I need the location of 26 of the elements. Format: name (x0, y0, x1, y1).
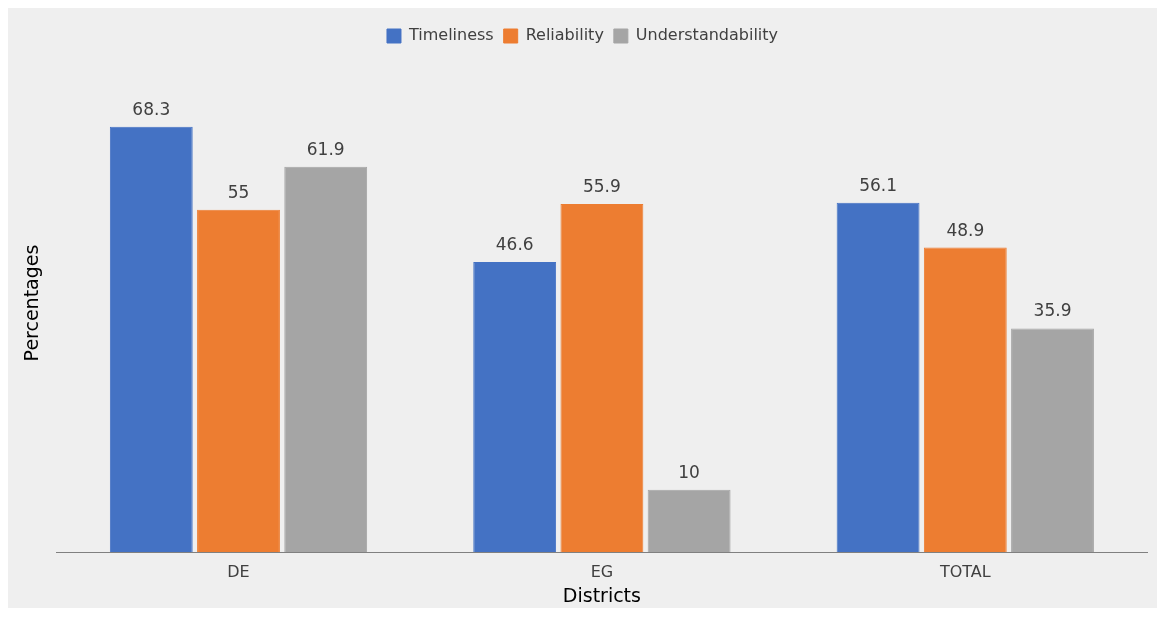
bar (473, 261, 557, 552)
y-axis-title: Percentages (20, 244, 43, 362)
bar (560, 204, 644, 552)
x-tick-label: DE (227, 561, 250, 581)
legend-label: Understandability (635, 25, 779, 45)
bar (836, 202, 920, 552)
data-label: 46.6 (495, 233, 534, 254)
data-label: 55 (227, 181, 250, 202)
bar (284, 166, 368, 552)
bar (1011, 328, 1094, 552)
bar (197, 209, 280, 552)
data-label: 35.9 (1033, 300, 1072, 321)
x-tick-label: EG (590, 561, 614, 581)
bar (923, 247, 1007, 552)
legend-label: Timeliness (407, 25, 494, 45)
data-label: 55.9 (582, 175, 621, 196)
data-label: 61.9 (306, 138, 345, 159)
legend-label: Reliability (525, 25, 604, 45)
data-label: 56.1 (859, 174, 898, 195)
bar (647, 489, 731, 552)
x-axis-title: Districts (562, 583, 641, 606)
data-label: 48.9 (946, 219, 985, 240)
data-label: 10 (678, 461, 700, 482)
data-label: 68.3 (132, 98, 171, 119)
bar (109, 126, 193, 552)
x-tick-label: TOTAL (938, 561, 991, 581)
